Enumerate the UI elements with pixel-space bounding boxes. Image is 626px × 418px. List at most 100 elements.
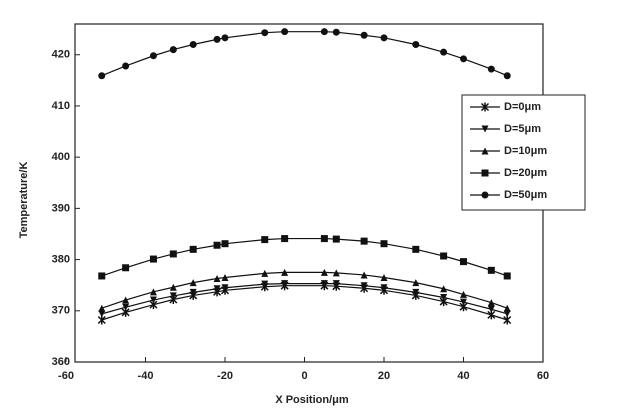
marker: [332, 269, 340, 277]
marker: [503, 272, 511, 280]
marker: [412, 40, 420, 48]
marker: [213, 35, 221, 43]
marker: [360, 31, 368, 39]
marker: [503, 310, 511, 318]
marker: [487, 299, 495, 307]
marker: [440, 48, 448, 56]
marker: [281, 268, 289, 276]
x-tick-label: 60: [537, 370, 549, 382]
marker: [380, 274, 388, 281]
marker: [221, 284, 229, 292]
y-tick-label: 360: [52, 356, 70, 368]
marker: [380, 284, 388, 292]
marker: [149, 255, 157, 263]
marker: [332, 235, 340, 243]
marker: [380, 34, 388, 42]
marker: [122, 62, 130, 70]
marker: [261, 280, 269, 288]
marker: [281, 235, 289, 243]
marker: [487, 266, 495, 274]
marker: [460, 55, 467, 63]
marker: [213, 285, 221, 293]
y-tick-label: 420: [52, 49, 70, 61]
x-tick-label: 20: [378, 370, 390, 382]
marker: [149, 288, 157, 296]
legend-marker: [481, 147, 489, 155]
series-line: [101, 285, 508, 321]
marker: [189, 288, 197, 296]
marker: [149, 52, 157, 60]
marker: [169, 292, 177, 300]
marker: [320, 280, 328, 288]
marker: [281, 28, 289, 36]
marker: [98, 72, 106, 80]
marker: [412, 245, 420, 253]
marker: [122, 264, 130, 272]
marker: [320, 235, 328, 243]
marker: [261, 236, 269, 244]
marker: [380, 240, 388, 248]
marker: [440, 252, 448, 260]
marker: [261, 269, 269, 277]
marker: [360, 237, 368, 245]
legend-label: D=0μm: [504, 101, 541, 113]
legend-marker: [480, 102, 490, 112]
marker: [169, 250, 177, 258]
legend-label: D=5μm: [504, 123, 541, 135]
legend-label: D=50μm: [504, 189, 547, 201]
x-tick-label: 0: [301, 370, 307, 382]
marker: [122, 296, 130, 304]
marker: [98, 310, 106, 318]
marker: [412, 288, 420, 296]
marker: [98, 304, 106, 312]
marker: [360, 282, 368, 290]
marker: [503, 72, 511, 80]
legend-label: D=10μm: [504, 145, 547, 157]
marker: [261, 29, 269, 37]
marker: [169, 46, 177, 54]
y-tick-label: 410: [52, 100, 70, 112]
legend-marker: [481, 191, 489, 199]
y-tick-label: 400: [52, 151, 70, 163]
marker: [213, 241, 221, 249]
marker: [221, 34, 229, 42]
x-tick-label: -60: [58, 370, 74, 382]
legend-label: D=20μm: [504, 167, 547, 179]
series-line: [101, 271, 508, 309]
legend-marker: [481, 169, 489, 177]
marker: [320, 268, 328, 276]
y-tick-label: 390: [52, 202, 70, 214]
marker: [460, 290, 467, 298]
x-tick-label: -40: [138, 370, 154, 382]
y-tick-label: 370: [52, 305, 70, 317]
marker: [487, 305, 495, 313]
marker: [213, 275, 221, 283]
marker: [460, 258, 467, 266]
marker: [189, 279, 197, 287]
marker: [189, 40, 197, 48]
marker: [360, 271, 368, 279]
marker: [98, 272, 106, 280]
marker: [503, 304, 511, 312]
y-axis-label: Temperature/K: [18, 162, 30, 239]
marker: [169, 283, 177, 291]
marker: [332, 28, 340, 36]
x-axis-label: X Position/μm: [275, 394, 349, 406]
y-tick-label: 380: [52, 253, 70, 265]
x-tick-label: 40: [457, 370, 469, 382]
marker: [221, 240, 229, 248]
series-line: [101, 283, 508, 315]
marker: [149, 296, 157, 304]
marker: [189, 245, 197, 253]
marker: [440, 285, 448, 293]
marker: [221, 274, 229, 281]
marker: [281, 280, 289, 288]
marker: [122, 303, 130, 311]
marker: [320, 28, 328, 36]
marker: [332, 280, 340, 288]
marker: [440, 293, 448, 301]
x-tick-label: -20: [217, 370, 233, 382]
marker: [460, 298, 467, 306]
marker: [412, 279, 420, 287]
